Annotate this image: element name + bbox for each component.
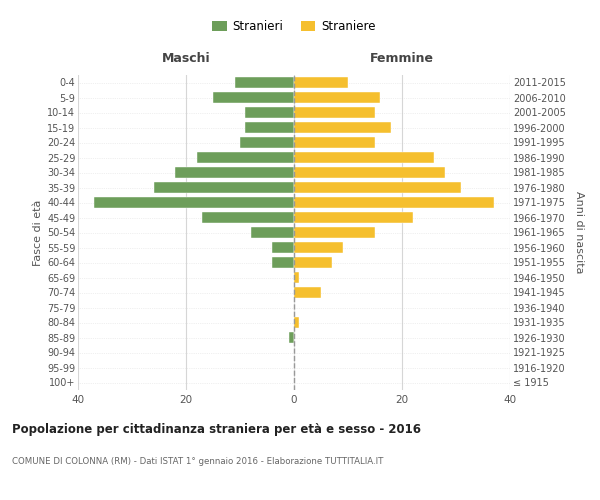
Bar <box>294 77 348 88</box>
Bar <box>294 272 299 283</box>
Bar <box>294 197 494 208</box>
Bar <box>294 317 299 328</box>
Y-axis label: Fasce di età: Fasce di età <box>32 200 43 266</box>
Bar <box>202 212 294 223</box>
Bar <box>213 92 294 103</box>
Bar <box>245 122 294 133</box>
Bar <box>175 167 294 178</box>
Y-axis label: Anni di nascita: Anni di nascita <box>574 191 584 274</box>
Bar <box>240 137 294 148</box>
Bar <box>289 332 294 343</box>
Bar <box>294 107 375 118</box>
Bar <box>294 182 461 193</box>
Bar <box>294 227 375 238</box>
Bar <box>245 107 294 118</box>
Bar <box>294 137 375 148</box>
Bar <box>294 122 391 133</box>
Bar <box>197 152 294 163</box>
Bar <box>154 182 294 193</box>
Text: Popolazione per cittadinanza straniera per età e sesso - 2016: Popolazione per cittadinanza straniera p… <box>12 422 421 436</box>
Bar <box>235 77 294 88</box>
Bar <box>294 257 332 268</box>
Bar <box>251 227 294 238</box>
Bar <box>294 152 434 163</box>
Bar <box>294 212 413 223</box>
Bar <box>294 287 321 298</box>
Text: Maschi: Maschi <box>161 52 211 64</box>
Legend: Stranieri, Straniere: Stranieri, Straniere <box>208 15 380 38</box>
Text: COMUNE DI COLONNA (RM) - Dati ISTAT 1° gennaio 2016 - Elaborazione TUTTITALIA.IT: COMUNE DI COLONNA (RM) - Dati ISTAT 1° g… <box>12 458 383 466</box>
Text: Femmine: Femmine <box>370 52 434 64</box>
Bar <box>294 167 445 178</box>
Bar <box>294 242 343 253</box>
Bar <box>272 257 294 268</box>
Bar <box>294 92 380 103</box>
Bar <box>272 242 294 253</box>
Bar <box>94 197 294 208</box>
